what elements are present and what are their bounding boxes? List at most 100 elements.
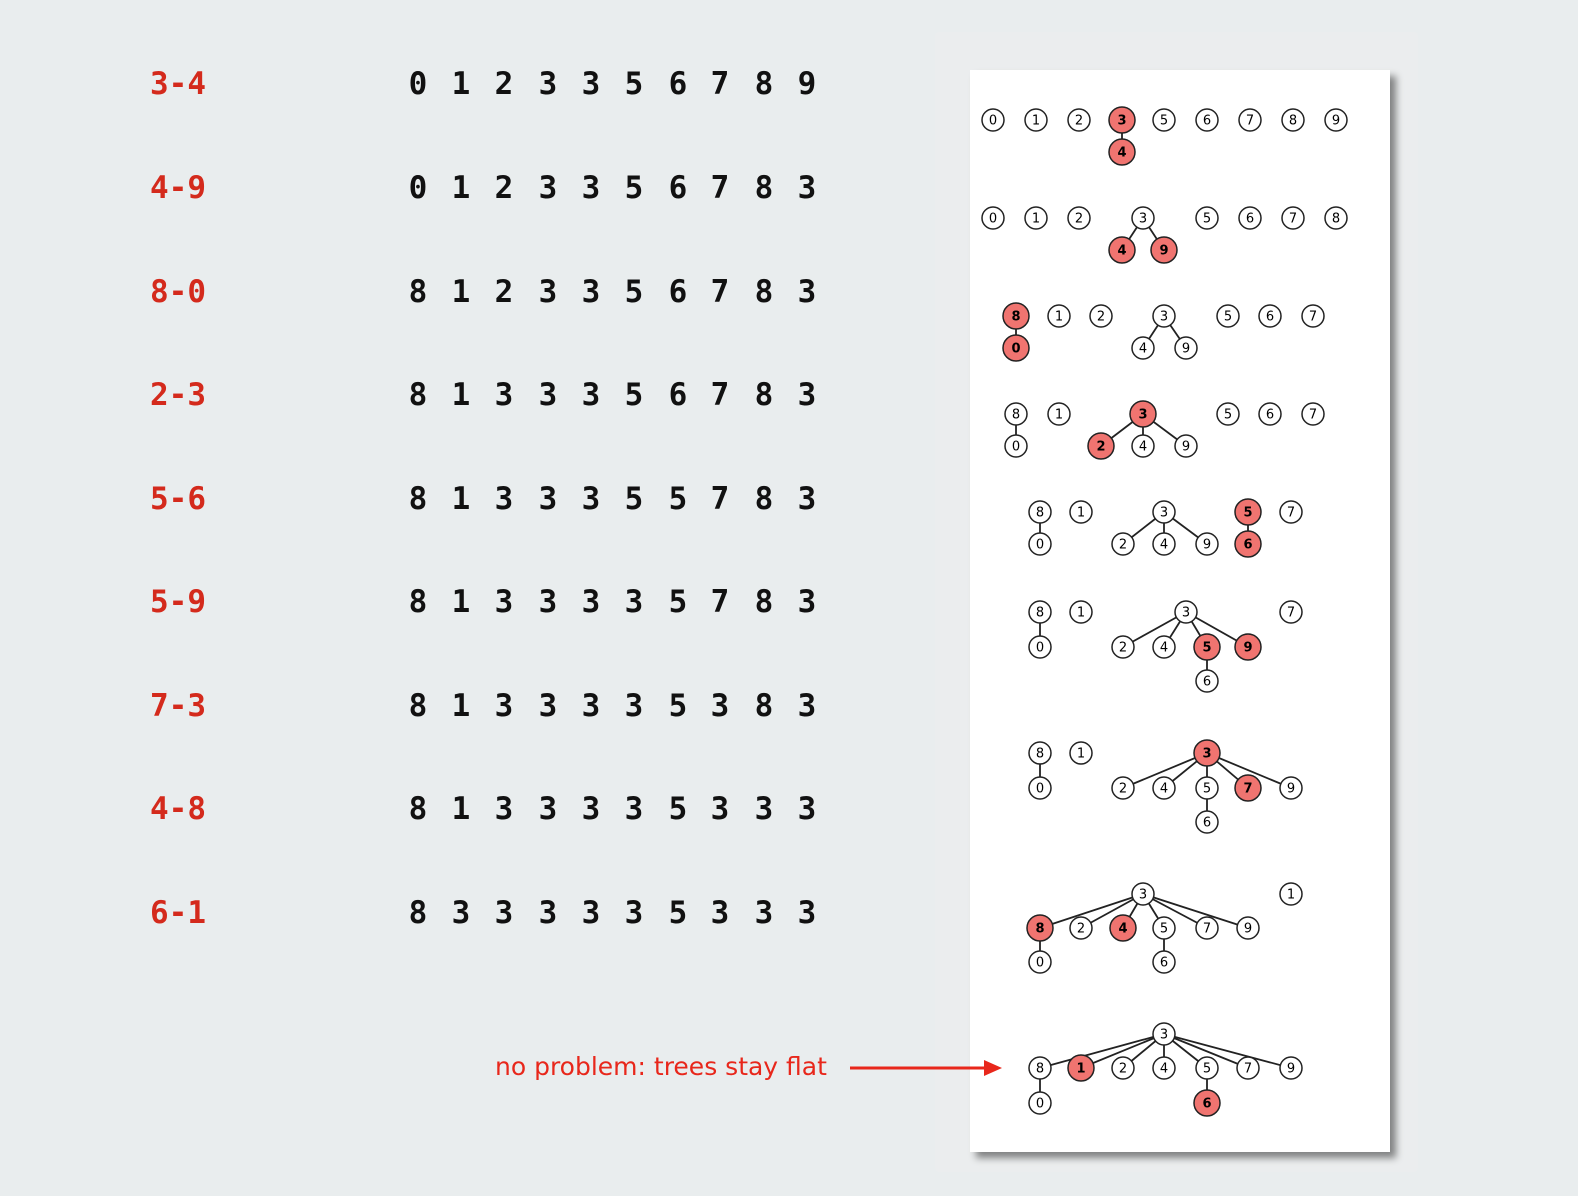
id-cell: 3 bbox=[538, 688, 558, 724]
tree-node: 6 bbox=[1195, 669, 1219, 693]
node-label: 2 bbox=[1097, 310, 1105, 325]
node-circle bbox=[1281, 108, 1305, 132]
tree-node: 2 bbox=[1111, 532, 1135, 556]
node-label: 6 bbox=[1203, 675, 1211, 690]
node-label: 0 bbox=[989, 114, 997, 129]
id-cell: 5 bbox=[624, 170, 644, 206]
node-circle bbox=[1152, 950, 1176, 974]
id-cell: 5 bbox=[668, 791, 688, 827]
forest-step: 0 1 2 3 4 9 5 6 7 8 bbox=[981, 206, 1348, 264]
node-circle bbox=[1174, 336, 1198, 360]
node-circle bbox=[1131, 882, 1155, 906]
tree-node: 0 bbox=[1004, 434, 1028, 458]
id-cell: 3 bbox=[581, 481, 601, 517]
tree-edge bbox=[1122, 752, 1208, 789]
id-cell: 8 bbox=[754, 584, 774, 620]
tree-node: 7 bbox=[1195, 916, 1219, 940]
tree-node: 0 bbox=[981, 108, 1005, 132]
tree-node: 1 bbox=[1024, 108, 1048, 132]
tree-node: 2 bbox=[1067, 206, 1091, 230]
node-circle bbox=[1152, 1022, 1176, 1046]
tree-node-highlighted: 4 bbox=[1109, 914, 1137, 942]
node-label: 0 bbox=[1011, 342, 1020, 357]
tree-edge bbox=[1039, 1033, 1165, 1069]
forest-step: 0 1 2 3 4 5 6 7 8 9 bbox=[981, 106, 1348, 166]
node-label: 2 bbox=[1075, 212, 1083, 227]
node-label: 0 bbox=[1036, 1097, 1044, 1112]
tree-node: 6 bbox=[1152, 950, 1176, 974]
node-label: 3 bbox=[1117, 114, 1126, 129]
id-cell: 8 bbox=[408, 481, 428, 517]
tree-node: 1 bbox=[1069, 600, 1093, 624]
node-circle bbox=[1004, 402, 1028, 426]
tree-node-highlighted: 0 bbox=[1002, 334, 1030, 362]
tree-node: 7 bbox=[1236, 1056, 1260, 1080]
tree-node: 5 bbox=[1216, 304, 1240, 328]
node-label: 5 bbox=[1203, 782, 1211, 797]
node-label: 6 bbox=[1203, 816, 1211, 831]
node-circle bbox=[1195, 776, 1219, 800]
node-circle bbox=[1131, 336, 1155, 360]
node-label: 1 bbox=[1055, 310, 1063, 325]
id-cell: 3 bbox=[797, 170, 817, 206]
tree-node: 9 bbox=[1195, 532, 1219, 556]
node-label: 9 bbox=[1159, 244, 1168, 259]
id-cell: 3 bbox=[581, 377, 601, 413]
id-cell: 3 bbox=[624, 791, 644, 827]
node-label: 4 bbox=[1160, 1062, 1168, 1077]
node-circle bbox=[1195, 916, 1219, 940]
id-cell: 3 bbox=[797, 791, 817, 827]
tree-node: 8 bbox=[1028, 600, 1052, 624]
tree-node: 6 bbox=[1238, 206, 1262, 230]
node-circle bbox=[1111, 776, 1135, 800]
id-cell: 2 bbox=[494, 170, 514, 206]
forest-step: 8 0 1 3 2 4 5 9 6 7 bbox=[1028, 600, 1303, 693]
id-cell: 2 bbox=[494, 274, 514, 310]
node-label: 5 bbox=[1203, 1062, 1211, 1077]
tree-node-highlighted: 8 bbox=[1026, 914, 1054, 942]
tree-node-highlighted: 3 bbox=[1108, 106, 1136, 134]
tree-node-highlighted: 4 bbox=[1108, 236, 1136, 264]
tree-edge bbox=[1163, 1033, 1249, 1069]
tree-node: 0 bbox=[981, 206, 1005, 230]
node-label: 5 bbox=[1224, 310, 1232, 325]
node-label: 8 bbox=[1035, 922, 1044, 937]
tree-node: 0 bbox=[1028, 1091, 1052, 1115]
node-label: 0 bbox=[1036, 782, 1044, 797]
node-circle bbox=[1047, 304, 1071, 328]
node-label: 7 bbox=[1309, 310, 1317, 325]
node-label: 3 bbox=[1139, 212, 1147, 227]
node-label: 4 bbox=[1117, 146, 1126, 161]
forest-step: 3 8 1 2 4 5 7 9 0 6 bbox=[1028, 1022, 1303, 1117]
id-cell: 1 bbox=[451, 584, 471, 620]
node-label: 9 bbox=[1243, 641, 1252, 656]
node-label: 3 bbox=[1138, 408, 1147, 423]
id-cell: 3 bbox=[581, 66, 601, 102]
node-circle bbox=[1324, 108, 1348, 132]
node-circle bbox=[1150, 236, 1178, 264]
id-cell: 3 bbox=[710, 688, 730, 724]
node-circle bbox=[1152, 916, 1176, 940]
tree-node: 7 bbox=[1279, 500, 1303, 524]
node-circle bbox=[1111, 1056, 1135, 1080]
node-label: 3 bbox=[1160, 506, 1168, 521]
tree-node: 1 bbox=[1047, 402, 1071, 426]
id-cell: 5 bbox=[668, 481, 688, 517]
node-circle bbox=[1111, 532, 1135, 556]
node-label: 6 bbox=[1203, 114, 1211, 129]
node-label: 7 bbox=[1243, 782, 1252, 797]
node-label: 2 bbox=[1096, 440, 1105, 455]
node-circle bbox=[1236, 916, 1260, 940]
node-circle bbox=[1028, 741, 1052, 765]
node-circle bbox=[1195, 206, 1219, 230]
node-circle bbox=[1067, 1054, 1095, 1082]
tree-node: 5 bbox=[1152, 916, 1176, 940]
node-circle bbox=[1152, 635, 1176, 659]
node-circle bbox=[1195, 1056, 1219, 1080]
tree-node: 5 bbox=[1152, 108, 1176, 132]
node-label: 1 bbox=[1032, 212, 1040, 227]
